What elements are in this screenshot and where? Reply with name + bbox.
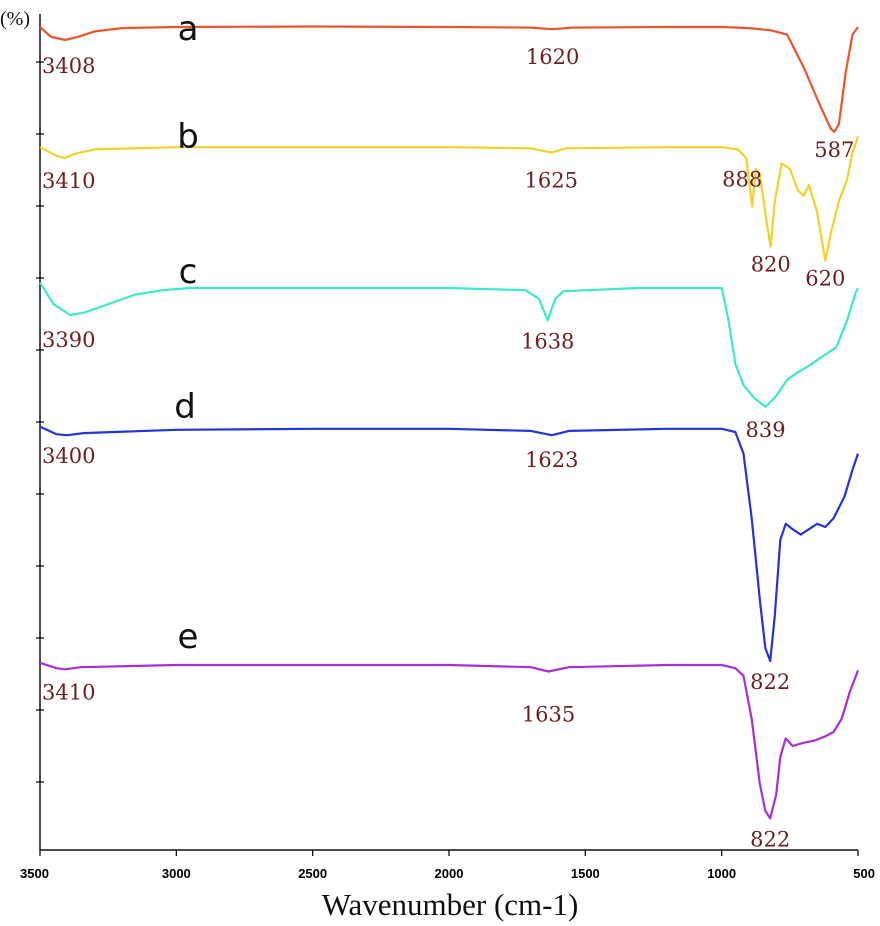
series-b: b 3410 1625 888 820 620 bbox=[39, 117, 860, 291]
peak-label: 3410 bbox=[42, 169, 95, 193]
x-tick-label: 1000 bbox=[707, 866, 736, 881]
x-tick-label: 2500 bbox=[298, 866, 327, 881]
peak-label: 3410 bbox=[42, 680, 95, 704]
x-tick-label: 3000 bbox=[162, 866, 191, 881]
series-label-a: a bbox=[178, 9, 199, 49]
peak-label: 587 bbox=[814, 138, 854, 162]
series-label-d: d bbox=[174, 387, 196, 427]
series-a: a 3408 1620 587 bbox=[39, 9, 859, 162]
series-e: e 3410 1635 822 bbox=[39, 617, 860, 851]
x-tick-label: 3500 bbox=[20, 866, 49, 881]
series-line-c bbox=[39, 282, 859, 408]
peak-label: 1625 bbox=[525, 169, 578, 193]
series-line-d bbox=[39, 425, 860, 663]
x-tick-label: 2000 bbox=[435, 866, 464, 881]
series-line-a bbox=[39, 25, 859, 133]
peak-label: 1638 bbox=[521, 329, 574, 353]
peak-label: 1635 bbox=[522, 702, 575, 726]
peak-label: 1620 bbox=[526, 45, 579, 69]
series-label-c: c bbox=[179, 252, 198, 292]
axes: 3500 3000 2500 2000 1500 1000 500 bbox=[20, 14, 875, 881]
x-axis-ticks: 3500 3000 2500 2000 1500 1000 500 bbox=[20, 850, 875, 881]
peak-label: 620 bbox=[805, 267, 845, 291]
y-axis-label: (%) bbox=[0, 8, 30, 30]
y-axis-ticks bbox=[36, 61, 44, 783]
peak-label: 822 bbox=[750, 827, 790, 851]
peak-label: 822 bbox=[750, 670, 790, 694]
series-label-b: b bbox=[177, 117, 199, 157]
series-line-b bbox=[39, 136, 860, 262]
x-tick-label: 1500 bbox=[571, 866, 600, 881]
series-c: c 3390 1638 839 bbox=[39, 252, 859, 442]
peak-label: 839 bbox=[746, 418, 786, 442]
x-axis-label: Wavenumber (cm-1) bbox=[322, 887, 579, 922]
series-layer: a 3408 1620 587 b 3410 1625 888 820 620 c 3390 1638 8… bbox=[39, 9, 860, 851]
series-line-e bbox=[39, 661, 860, 820]
series-label-e: e bbox=[178, 617, 199, 657]
series-d: d 3400 1623 822 bbox=[39, 387, 860, 694]
x-tick-label: 500 bbox=[853, 866, 875, 881]
peak-label: 820 bbox=[751, 253, 791, 277]
peak-label: 3408 bbox=[42, 54, 95, 78]
peak-label: 1623 bbox=[525, 448, 578, 472]
peak-label: 888 bbox=[722, 168, 762, 192]
peak-label: 3400 bbox=[42, 444, 95, 468]
peak-label: 3390 bbox=[42, 328, 95, 352]
